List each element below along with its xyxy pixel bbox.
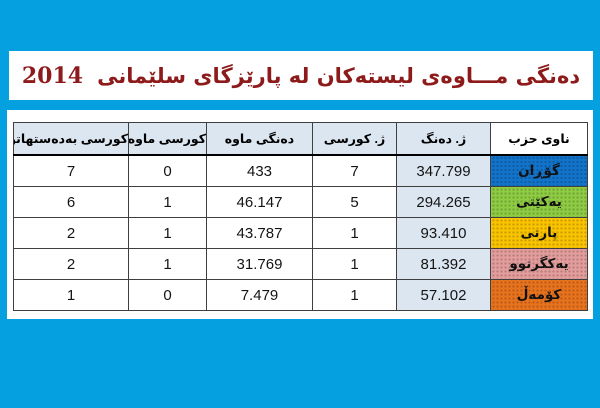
table-row: گۆڕان 347.799 7 433 0 7: [13, 154, 588, 187]
title-banner: دەنگی مـــاوەی لیستەکان لە پارێزگای سلێم…: [9, 51, 593, 100]
cell-remaining_seats: 1: [128, 186, 207, 218]
column-header-seats: ژ. کورسی: [312, 122, 397, 156]
cell-seats: 1: [312, 217, 397, 249]
cell-obtained_seats: 6: [13, 186, 129, 218]
cell-remaining_seats: 0: [128, 154, 207, 187]
column-header-remaining_votes: دەنگی ماوه: [206, 122, 313, 156]
cell-votes: 57.102: [396, 279, 491, 311]
cell-remaining_votes: 46.147: [206, 186, 313, 218]
page-title: دەنگی مـــاوەی لیستەکان لە پارێزگای سلێم…: [97, 63, 581, 88]
cell-obtained_seats: 2: [13, 217, 129, 249]
title-year: 2014: [21, 62, 84, 89]
results-table-card: ناوی حزب ژ. دەنگ ژ. کورسی دەنگی ماوه کورسی م…: [7, 110, 593, 319]
cell-votes: 347.799: [396, 154, 491, 187]
column-header-votes: ژ. دەنگ: [396, 122, 491, 156]
cell-remaining_votes: 433: [206, 154, 313, 187]
cell-seats: 7: [312, 154, 397, 187]
table-row: کۆمەڵ 57.102 1 7.479 0 1: [13, 279, 588, 311]
cell-votes: 93.410: [396, 217, 491, 249]
cell-obtained_seats: 2: [13, 248, 129, 280]
column-header-party: ناوی حزب: [490, 122, 588, 156]
results-table: ناوی حزب ژ. دەنگ ژ. کورسی دەنگی ماوه کورسی م…: [13, 122, 588, 311]
table-row: پارتی 93.410 1 43.787 1 2: [13, 217, 588, 249]
cell-remaining_votes: 31.769: [206, 248, 313, 280]
cell-seats: 1: [312, 248, 397, 280]
table-header-row: ناوی حزب ژ. دەنگ ژ. کورسی دەنگی ماوه کورسی م…: [13, 122, 588, 156]
cell-seats: 1: [312, 279, 397, 311]
cell-obtained_seats: 7: [13, 154, 129, 187]
cell-votes: 81.392: [396, 248, 491, 280]
cell-party: پارتی: [490, 217, 588, 249]
cell-seats: 5: [312, 186, 397, 218]
table-row: یەکگرتوو 81.392 1 31.769 1 2: [13, 248, 588, 280]
cell-remaining_seats: 1: [128, 248, 207, 280]
cell-party: یەکگرتوو: [490, 248, 588, 280]
cell-remaining_votes: 43.787: [206, 217, 313, 249]
cell-remaining_seats: 0: [128, 279, 207, 311]
table-row: یەکێتی 294.265 5 46.147 1 6: [13, 186, 588, 218]
cell-remaining_votes: 7.479: [206, 279, 313, 311]
column-header-obtained_seats: کورسی بەدەستهاتوو: [13, 122, 129, 156]
cell-party: یەکێتی: [490, 186, 588, 218]
cell-obtained_seats: 1: [13, 279, 129, 311]
cell-votes: 294.265: [396, 186, 491, 218]
cell-party: کۆمەڵ: [490, 279, 588, 311]
cell-remaining_seats: 1: [128, 217, 207, 249]
column-header-remaining_seats: کورسی ماوه: [128, 122, 207, 156]
cell-party: گۆڕان: [490, 154, 588, 187]
